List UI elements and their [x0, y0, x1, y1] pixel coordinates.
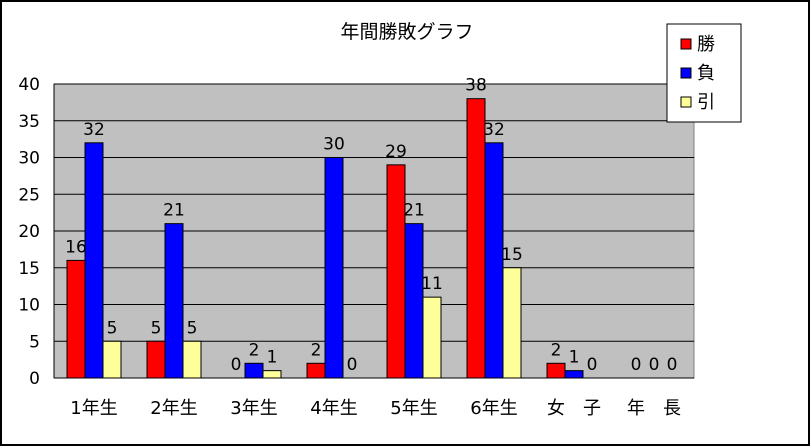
y-tick-label: 10: [18, 296, 40, 316]
bar: [244, 362, 264, 379]
y-tick-label: 30: [18, 149, 40, 169]
data-label: 0: [667, 355, 678, 375]
data-label: 30: [323, 135, 345, 155]
y-tick-label: 15: [18, 259, 40, 279]
y-tick-label: 0: [29, 369, 40, 389]
x-tick-label: 女 子: [547, 398, 601, 419]
data-label: 2: [249, 340, 260, 360]
data-label: 5: [151, 318, 162, 338]
x-tick-label: 5年生: [390, 398, 437, 419]
y-tick-label: 25: [18, 185, 40, 205]
data-label: 21: [163, 201, 185, 221]
data-label: 0: [231, 355, 242, 375]
data-label: 0: [649, 355, 660, 375]
bar: [262, 370, 282, 379]
legend-label: 負: [697, 63, 715, 84]
bar: [102, 340, 122, 379]
x-tick-label: 1年生: [70, 398, 117, 419]
data-label: 5: [107, 318, 118, 338]
legend-swatch: [680, 67, 692, 79]
bar: [164, 223, 184, 379]
bar: [564, 370, 584, 379]
data-label: 0: [631, 355, 642, 375]
data-label: 38: [465, 76, 487, 96]
bar: [386, 164, 406, 379]
y-tick-label: 35: [18, 112, 40, 132]
data-label: 32: [483, 120, 505, 140]
legend-swatch: [680, 96, 692, 108]
bar: [66, 259, 86, 379]
x-tick-label: 6年生: [470, 398, 517, 419]
y-tick-label: 40: [18, 75, 40, 95]
bar: [182, 340, 202, 379]
legend-label: 勝: [697, 34, 715, 55]
data-label: 0: [587, 355, 598, 375]
legend-box: [666, 23, 742, 123]
bar: [324, 157, 344, 379]
data-label: 15: [501, 245, 523, 265]
data-label: 5: [187, 318, 198, 338]
data-label: 29: [385, 142, 407, 162]
bar: [466, 98, 486, 379]
data-label: 21: [403, 201, 425, 221]
legend-swatch: [680, 38, 692, 50]
data-label: 32: [83, 120, 105, 140]
data-label: 16: [65, 237, 87, 257]
data-label: 1: [569, 348, 580, 368]
legend: 勝負引: [666, 23, 742, 123]
bar: [404, 223, 424, 379]
x-tick-label: 3年生: [230, 398, 277, 419]
x-tick-label: 4年生: [310, 398, 357, 419]
data-label: 2: [551, 340, 562, 360]
data-label: 1: [267, 348, 278, 368]
data-label: 2: [311, 340, 322, 360]
data-label: 11: [421, 274, 443, 294]
bar: [306, 362, 326, 379]
y-tick-label: 5: [29, 332, 40, 352]
bar: [546, 362, 566, 379]
bar: [502, 267, 522, 379]
chart-title: 年間勝敗グラフ: [340, 21, 473, 43]
bar: [146, 340, 166, 379]
y-tick-label: 20: [18, 222, 40, 242]
legend-label: 引: [697, 92, 715, 113]
data-label: 0: [347, 355, 358, 375]
bar: [422, 296, 442, 379]
bar: [84, 142, 104, 379]
x-tick-label: 年 長: [627, 398, 681, 419]
bar: [484, 142, 504, 379]
x-tick-label: 2年生: [150, 398, 197, 419]
